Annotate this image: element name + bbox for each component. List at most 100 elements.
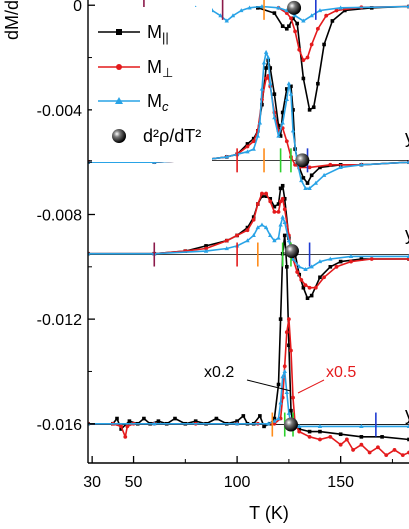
series-point [276, 235, 281, 240]
x-tick-label: 50 [125, 474, 143, 491]
legend-entry-d2rho: d²ρ/dT² [112, 126, 201, 146]
series-point [297, 47, 302, 52]
series-point [224, 18, 229, 23]
series-point [251, 136, 256, 141]
series-point [282, 207, 287, 212]
legend-label-m-perp: M⊥ [147, 57, 173, 80]
series-point [324, 13, 329, 18]
series-point [123, 434, 128, 439]
series-point [280, 120, 285, 125]
x-tick-label: 100 [224, 474, 251, 491]
series-point [289, 348, 293, 353]
series-point [307, 285, 312, 290]
sphere-markers [283, 0, 310, 432]
y-axis-title: dM/d [2, 0, 22, 40]
series-point [224, 238, 229, 243]
series-point [263, 225, 269, 230]
series-point [313, 285, 318, 290]
series-point [288, 91, 294, 96]
series-point [272, 416, 277, 421]
series-point [173, 416, 177, 421]
series-point [245, 149, 250, 154]
annotation-x0-5: x0.5 [326, 364, 356, 381]
annotation-pointer-x0-5 [297, 379, 325, 394]
series-point [303, 185, 308, 190]
series-point [328, 265, 333, 269]
series-point [282, 233, 287, 238]
series-point [289, 16, 293, 21]
series-point [407, 437, 409, 442]
series-point [284, 139, 289, 144]
series-point [272, 92, 277, 96]
series-point [272, 115, 277, 120]
series-point [284, 97, 290, 102]
series-point [286, 81, 292, 86]
series-point [245, 142, 250, 146]
series-point [261, 60, 267, 65]
series-point [317, 259, 323, 264]
series-point [290, 256, 296, 261]
series-point [115, 416, 119, 421]
series-point [380, 435, 384, 439]
series-point [334, 264, 339, 269]
series-point [276, 209, 281, 214]
series-point [297, 423, 302, 428]
series-point [142, 416, 146, 421]
series-point [241, 414, 246, 418]
series-point [309, 13, 314, 18]
series-point [224, 246, 229, 251]
edge-glyph: y [405, 404, 409, 424]
series-point [280, 24, 285, 28]
series-point [285, 265, 289, 269]
series-point [260, 191, 264, 196]
series-point [256, 6, 260, 10]
series-point [406, 159, 409, 164]
series-point [297, 427, 302, 431]
series-point [303, 283, 308, 288]
series-point [278, 134, 283, 138]
legend-label-m-parallel: M|| [147, 22, 169, 45]
series-point [258, 414, 262, 418]
series-point [245, 225, 250, 230]
series-point [309, 42, 314, 47]
series-point [376, 445, 380, 450]
series-point [286, 410, 292, 415]
series-point [262, 424, 266, 429]
x-tick-label: 150 [327, 474, 354, 491]
legend-entry-m-parallel: M|| [98, 22, 169, 45]
series-point [272, 238, 277, 243]
series-point [315, 26, 320, 31]
series-point [280, 374, 285, 379]
series-point [286, 317, 291, 322]
series-point [295, 270, 300, 274]
series-point [351, 448, 355, 452]
series-line [88, 318, 409, 456]
series-point [284, 389, 290, 394]
series-line [88, 370, 409, 428]
series-line [257, 5, 409, 111]
series-point [276, 133, 281, 138]
series-point [286, 238, 292, 243]
series-point [278, 317, 283, 321]
series-point [287, 343, 291, 348]
series-point [299, 277, 304, 282]
series-point [291, 395, 295, 400]
x-tick-label: 30 [83, 474, 101, 491]
series-point [278, 186, 283, 191]
series-point [272, 204, 277, 209]
series-point [330, 19, 335, 23]
series-point [272, 418, 277, 423]
series-point [156, 419, 161, 423]
series-point [328, 162, 333, 167]
series-point [328, 434, 333, 439]
series-point [280, 196, 285, 201]
legend-marker-sphere [112, 129, 126, 143]
series-line [88, 51, 409, 190]
series-point [259, 4, 265, 9]
series-point [276, 5, 281, 10]
series-point [268, 199, 273, 204]
sphere-marker [284, 244, 299, 259]
series-point [318, 275, 322, 280]
series-point [307, 434, 312, 439]
